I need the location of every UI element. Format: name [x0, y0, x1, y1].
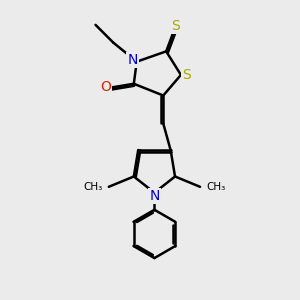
Text: S: S [182, 68, 190, 82]
Text: CH₃: CH₃ [206, 182, 226, 192]
Text: O: O [100, 80, 111, 94]
Text: CH₃: CH₃ [83, 182, 102, 192]
Text: S: S [171, 19, 179, 33]
Text: N: N [149, 189, 160, 202]
Text: N: N [127, 53, 137, 67]
